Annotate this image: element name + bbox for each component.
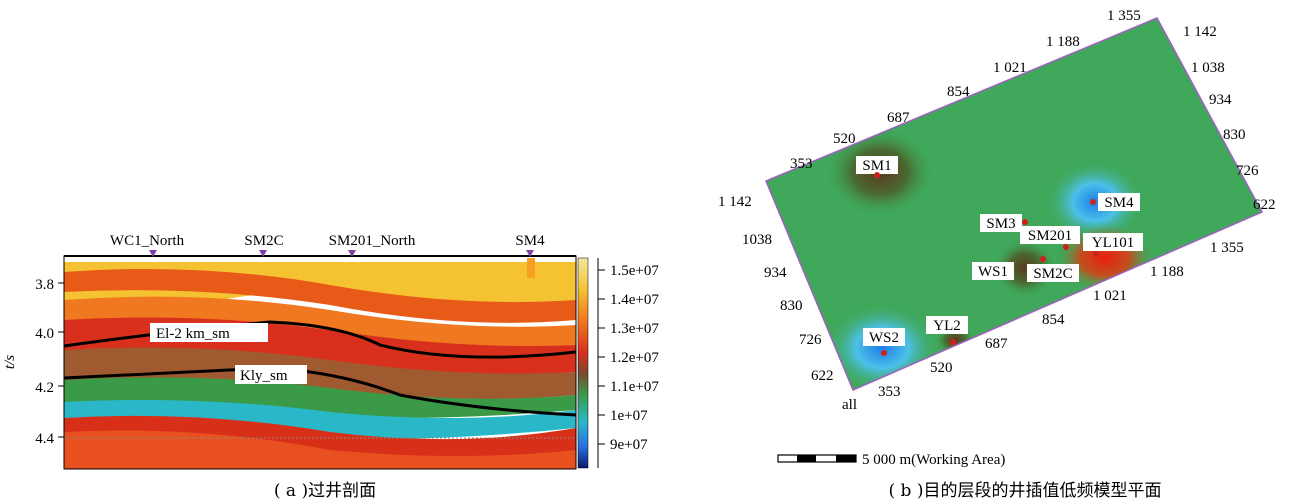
left-edge-label-830: 830 (780, 298, 803, 314)
left-edge-label-726: 726 (799, 332, 822, 348)
seismic-section (64, 256, 576, 469)
scale-bar-label: 5 000 m(Working Area) (862, 452, 1005, 468)
map-wells: SM1 SM4 SM3 SM201 YL101 WS1 SM2C WS2 YL2 (856, 156, 1143, 356)
y-axis (58, 256, 65, 469)
right-edge-label-726: 726 (1236, 163, 1259, 179)
caption-b: ( b )目的层段的井插值低频模型平面 (889, 481, 1162, 501)
y-tick-4-0: 4.0 (35, 326, 54, 342)
horizon-label-bg-el2 (150, 323, 268, 342)
top-edge-label-353: 353 (790, 156, 813, 172)
top-edge-label-1355: 1 355 (1107, 8, 1141, 24)
right-edge-label-1142: 1 142 (1183, 24, 1217, 40)
colorbar-tick-2: 1.4e+07 (610, 292, 659, 308)
top-edge-label-1021: 1 021 (993, 60, 1027, 76)
well-label-sm4: SM4 (515, 233, 545, 249)
map-well-ws1: WS1 (978, 264, 1008, 280)
colorbar-tick-6: 1e+07 (610, 408, 648, 424)
left-edge-label-1038: 1038 (742, 232, 772, 248)
y-tick-4-2: 4.2 (35, 380, 54, 396)
bottom-edge-label-854: 854 (1042, 312, 1065, 328)
colorbar-tick-5: 1.1e+07 (610, 379, 659, 395)
colorbar-tick-7: 9e+07 (610, 437, 648, 453)
bottom-edge-label-1021: 1 021 (1093, 288, 1127, 304)
scale-bar (777, 454, 857, 463)
right-edge-label-1038: 1 038 (1191, 60, 1225, 76)
map-well-sm201: SM201 (1028, 228, 1072, 244)
bottom-edge-label-353: 353 (878, 384, 901, 400)
top-edge-label-854: 854 (947, 84, 970, 100)
map-well-yl101: YL101 (1092, 235, 1135, 251)
left-edge-label-934: 934 (764, 265, 787, 281)
top-edge-label-1188: 1 188 (1046, 34, 1080, 50)
bottom-edge-label-687: 687 (985, 336, 1008, 352)
top-edge-label-520: 520 (833, 131, 856, 147)
right-edge-label-622: 622 (1253, 197, 1276, 213)
horizon-label-bg-kly (235, 365, 307, 384)
map-well-sm4: SM4 (1104, 195, 1134, 211)
well-label-sm201-north: SM201_North (329, 233, 416, 249)
left-edge-label-622: 622 (811, 368, 834, 384)
colorbar-tick-3: 1.3e+07 (610, 321, 659, 337)
right-edge-label-830: 830 (1223, 127, 1246, 143)
caption-a: ( a )过井剖面 (274, 481, 376, 501)
map-well-sm2c: SM2C (1033, 266, 1072, 282)
colorbar (577, 257, 589, 469)
right-edge-label-934: 934 (1209, 92, 1232, 108)
well-label-sm2c: SM2C (244, 233, 283, 249)
y-axis-label: t/s (2, 355, 18, 369)
map-well-yl2: YL2 (933, 318, 961, 334)
horizon-label-kly: Kly_sm (240, 368, 288, 384)
bottom-edge-label-1355: 1 355 (1210, 240, 1244, 256)
well-markers (149, 250, 535, 278)
map-well-sm1: SM1 (862, 158, 891, 174)
colorbar-tick-4: 1.2e+07 (610, 350, 659, 366)
map-well-sm3: SM3 (986, 216, 1015, 232)
map-well-ws2: WS2 (869, 330, 899, 346)
left-edge-label-1142: 1 142 (718, 194, 752, 210)
bottom-edge-label-1188: 1 188 (1150, 264, 1184, 280)
horizon-label-el2: El-2 km_sm (156, 326, 230, 342)
colorbar-ticks (597, 258, 605, 468)
y-tick-4-4: 4.4 (35, 431, 54, 447)
well-label-wc1-north: WC1_North (110, 233, 185, 249)
corner-label-all: all (842, 397, 857, 413)
colorbar-tick-1: 1.5e+07 (610, 263, 659, 279)
bottom-edge-label-520: 520 (930, 360, 953, 376)
y-tick-3-8: 3.8 (35, 277, 54, 293)
top-edge-label-687: 687 (887, 110, 910, 126)
